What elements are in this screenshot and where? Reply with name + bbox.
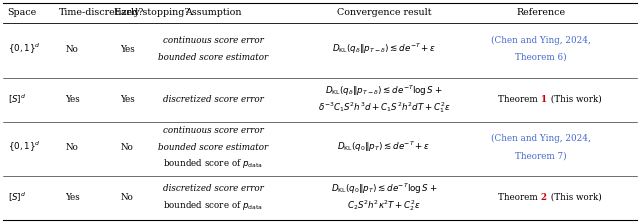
Text: $[S]^d$: $[S]^d$ <box>8 93 26 106</box>
Text: Reference: Reference <box>516 8 565 17</box>
Text: $\delta^{-3}C_1S^2h^3d + C_1S^2h^2dT + C_1^2\epsilon$: $\delta^{-3}C_1S^2h^3d + C_1S^2h^2dT + C… <box>317 100 451 115</box>
Text: Yes: Yes <box>65 193 80 202</box>
Text: No: No <box>120 193 133 202</box>
Text: bounded score of $p_{\mathrm{data}}$: bounded score of $p_{\mathrm{data}}$ <box>163 157 263 170</box>
Text: $D_{\mathrm{KL}}(q_\delta\|p_{T-\delta}) \lesssim de^{-T}\log S+$: $D_{\mathrm{KL}}(q_\delta\|p_{T-\delta})… <box>325 84 443 98</box>
Text: bounded score of $p_{\mathrm{data}}$: bounded score of $p_{\mathrm{data}}$ <box>163 199 263 212</box>
Text: $\{0,1\}^d$: $\{0,1\}^d$ <box>8 140 40 154</box>
Text: Assumption: Assumption <box>185 8 241 17</box>
Text: Theorem 7): Theorem 7) <box>515 151 566 160</box>
Text: discretized score error: discretized score error <box>163 95 264 104</box>
Text: discretized score error: discretized score error <box>163 184 264 194</box>
Text: Theorem: Theorem <box>499 95 541 104</box>
Text: No: No <box>65 143 78 152</box>
Text: $D_{\mathrm{KL}}(q_0\|p_T) \lesssim de^{-T} + \epsilon$: $D_{\mathrm{KL}}(q_0\|p_T) \lesssim de^{… <box>337 140 431 154</box>
Text: 2: 2 <box>541 193 547 202</box>
Text: (This work): (This work) <box>548 193 602 202</box>
Text: 1: 1 <box>541 95 547 104</box>
Text: continuous score error: continuous score error <box>163 36 264 45</box>
Text: Yes: Yes <box>65 95 80 104</box>
Text: Early stopping?: Early stopping? <box>114 8 189 17</box>
Text: bounded score estimator: bounded score estimator <box>158 143 268 152</box>
Text: Yes: Yes <box>120 95 135 104</box>
Text: Space: Space <box>8 8 37 17</box>
Text: (Chen and Ying, 2024,: (Chen and Ying, 2024, <box>491 134 591 143</box>
Text: No: No <box>120 143 133 152</box>
Text: Theorem 6): Theorem 6) <box>515 53 566 62</box>
Text: Convergence result: Convergence result <box>337 8 431 17</box>
Text: bounded score estimator: bounded score estimator <box>158 53 268 62</box>
Text: $C_2S^2h^2\kappa^2T + C_2^2\epsilon$: $C_2S^2h^2\kappa^2T + C_2^2\epsilon$ <box>347 198 421 213</box>
Text: $D_{\mathrm{KL}}(q_\delta\|p_{T-\delta}) \lesssim de^{-T} + \epsilon$: $D_{\mathrm{KL}}(q_\delta\|p_{T-\delta})… <box>332 42 436 56</box>
Text: continuous score error: continuous score error <box>163 126 264 135</box>
Text: $\{0,1\}^d$: $\{0,1\}^d$ <box>8 42 40 56</box>
Text: (This work): (This work) <box>548 95 602 104</box>
Text: $D_{\mathrm{KL}}(q_0\|p_T) \lesssim de^{-T}\log S+$: $D_{\mathrm{KL}}(q_0\|p_T) \lesssim de^{… <box>331 182 437 196</box>
Text: (Chen and Ying, 2024,: (Chen and Ying, 2024, <box>491 36 591 45</box>
Text: Yes: Yes <box>120 45 135 54</box>
Text: Theorem: Theorem <box>499 193 541 202</box>
Text: $[S]^d$: $[S]^d$ <box>8 191 26 204</box>
Text: Time-discretized?: Time-discretized? <box>59 8 144 17</box>
Text: No: No <box>65 45 78 54</box>
